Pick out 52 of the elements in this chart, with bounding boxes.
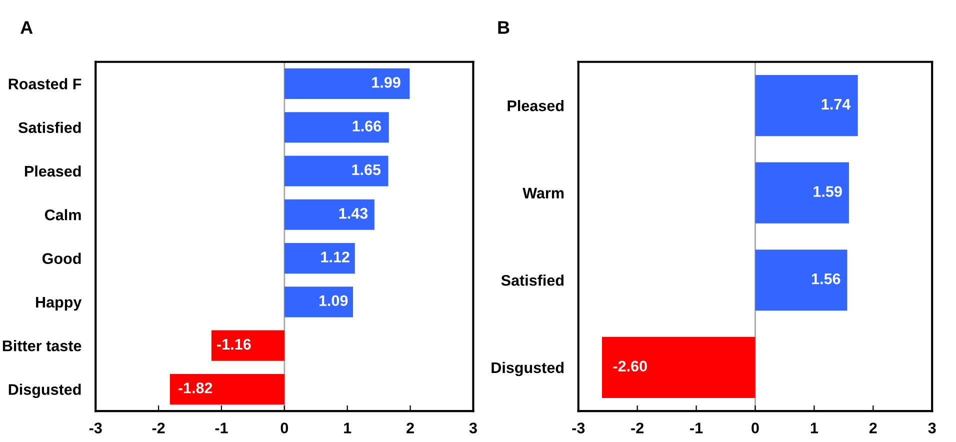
y-tick-label: Bitter taste — [2, 340, 82, 352]
bar — [211, 330, 284, 361]
x-tick-label: -2 — [152, 422, 165, 434]
x-tick-label: 0 — [752, 422, 759, 434]
x-tick-label: -3 — [89, 422, 102, 434]
data-label: 1.74 — [822, 98, 851, 110]
x-tick-label: -1 — [690, 422, 703, 434]
chart-title: A — [20, 21, 33, 34]
chart-title: B — [498, 21, 510, 34]
data-label: -1.16 — [217, 338, 251, 350]
data-label: 1.59 — [814, 186, 842, 197]
bar — [755, 162, 849, 224]
y-tick-label: Satisfied — [18, 122, 81, 134]
x-tick-label: 2 — [869, 422, 877, 434]
bar — [284, 68, 410, 99]
bar — [284, 286, 354, 318]
bar — [284, 243, 355, 274]
bar — [755, 74, 858, 136]
y-tick-label: Disgusted — [492, 362, 564, 376]
x-tick-label: 3 — [469, 422, 477, 434]
y-tick-label: Roasted F — [8, 78, 82, 90]
data-label: 1.43 — [339, 208, 368, 219]
x-tick-label: 1 — [810, 422, 818, 434]
data-label: -2.60 — [613, 360, 647, 372]
y-tick-label: Disgusted — [8, 384, 81, 398]
y-tick-label: Warm — [522, 188, 564, 199]
data-label: 1.09 — [319, 295, 348, 306]
y-tick-label: Good — [42, 252, 81, 264]
x-tick-label: 2 — [406, 422, 414, 434]
data-label: 1.66 — [352, 120, 382, 132]
y-tick-label: Pleased — [508, 100, 564, 112]
data-label: 1.12 — [321, 252, 350, 262]
x-tick-label: 1 — [344, 422, 352, 434]
data-label: 1.99 — [372, 76, 400, 88]
y-tick-label: Calm — [44, 209, 81, 220]
y-tick-label: Happy — [36, 296, 82, 311]
data-label: -1.82 — [178, 382, 212, 394]
bar — [170, 374, 284, 405]
x-tick-label: -1 — [215, 422, 228, 434]
x-tick-label: -3 — [572, 422, 585, 434]
x-tick-label: 3 — [928, 422, 936, 434]
data-label: 1.65 — [352, 164, 381, 176]
bar — [602, 336, 756, 398]
bar — [284, 112, 389, 143]
bar — [284, 156, 388, 186]
y-tick-label: Satisfied — [501, 274, 564, 286]
data-label: 1.56 — [812, 273, 840, 284]
x-tick-label: 0 — [280, 422, 288, 434]
y-tick-label: Pleased — [24, 165, 81, 177]
bar — [284, 199, 374, 230]
x-tick-label: -2 — [631, 422, 644, 434]
bar — [755, 250, 848, 311]
